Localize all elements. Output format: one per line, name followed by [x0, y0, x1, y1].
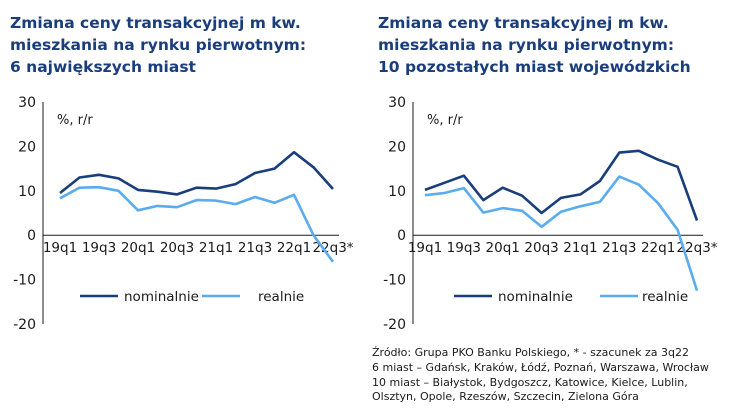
- legend-label-real: realnie: [642, 289, 688, 305]
- x-tick-label: 20q3: [524, 240, 558, 256]
- unit-label: %, r/r: [427, 113, 463, 128]
- x-tick-label: 20q3: [160, 240, 194, 256]
- y-tick-label: 30: [18, 95, 36, 111]
- chart-title: Zmiana ceny transakcyjnej m kw. mieszkan…: [10, 12, 360, 78]
- unit-label: %, r/r: [57, 113, 93, 128]
- legend-label-nominal: nominalnie: [124, 289, 199, 305]
- chart-panel-10-cities: Zmiana ceny transakcyjnej m kw. mieszkan…: [370, 0, 750, 420]
- y-tick-label: 10: [388, 184, 406, 200]
- legend-label-nominal: nominalnie: [498, 289, 573, 305]
- line-chart-6-cities: -20 -10 0 10 20 30 %, r/r 19q1 19q3 20q1 20q3 21q1 2…: [13, 95, 354, 333]
- source-line: 10 miast – Białystok, Bydgoszcz, Katowic…: [372, 375, 688, 389]
- chart-title-line: 10 pozostałych miast wojewódzkich: [378, 58, 691, 76]
- chart-title-line: mieszkania na rynku pierwotnym:: [10, 36, 307, 54]
- chart-title-line: Zmiana ceny transakcyjnej m kw.: [10, 14, 301, 32]
- x-tick-label: 19q1: [408, 240, 442, 256]
- source-line: Źródło: Grupa PKO Banku Polskiego, * - s…: [372, 346, 689, 359]
- source-line: 6 miast – Gdańsk, Kraków, Łódź, Poznań, …: [372, 360, 709, 374]
- y-tick-label: 30: [388, 95, 406, 111]
- source-line: Olsztyn, Opole, Rzeszów, Szczecin, Zielo…: [372, 390, 639, 404]
- chart-title-line: Zmiana ceny transakcyjnej m kw.: [378, 14, 669, 32]
- series-line-nominalnie: [424, 149, 699, 221]
- x-tick-label: 21q3: [602, 240, 636, 256]
- x-tick-label: 19q3: [82, 240, 116, 256]
- y-tick-label: -20: [383, 317, 406, 333]
- chart-title-line: 6 największych miast: [10, 58, 196, 76]
- x-tick-label: 21q1: [563, 240, 597, 256]
- x-tick-label: 19q1: [43, 240, 77, 256]
- x-tick-label: 21q3: [238, 240, 272, 256]
- x-tick-label: 21q1: [199, 240, 233, 256]
- x-tick-label: 20q1: [121, 240, 155, 256]
- y-tick-label: 20: [388, 139, 406, 155]
- y-tick-label: 10: [18, 184, 36, 200]
- series-line-nominalnie: [59, 150, 334, 196]
- y-tick-label: -10: [13, 273, 36, 289]
- x-tick-label: 22q3*: [676, 240, 717, 256]
- y-tick-label: -10: [383, 273, 406, 289]
- series-line-realnie: [424, 175, 699, 292]
- x-tick-label: 19q3: [447, 240, 481, 256]
- y-tick-label: 0: [27, 228, 36, 244]
- chart-panel-6-cities: Zmiana ceny transakcyjnej m kw. mieszkan…: [0, 0, 370, 420]
- x-tick-label: 22q3*: [312, 240, 353, 256]
- x-tick-label: 20q1: [486, 240, 520, 256]
- chart-title-line: mieszkania na rynku pierwotnym:: [378, 36, 675, 54]
- x-tick-label: 22q1: [641, 240, 675, 256]
- y-tick-label: -20: [13, 317, 36, 333]
- x-tick-label: 22q1: [277, 240, 311, 256]
- source-note: Źródło: Grupa PKO Banku Polskiego, * - s…: [372, 346, 742, 405]
- y-tick-label: 0: [397, 228, 406, 244]
- y-tick-label: 20: [18, 139, 36, 155]
- line-chart-10-cities: -20 -10 0 10 20 30 %, r/r 19q1 19q3 20q1 20q3 21q1 2…: [383, 95, 718, 333]
- chart-title: Zmiana ceny transakcyjnej m kw. mieszkan…: [378, 12, 728, 78]
- series-line-realnie: [59, 185, 335, 263]
- legend-label-real: realnie: [258, 289, 304, 305]
